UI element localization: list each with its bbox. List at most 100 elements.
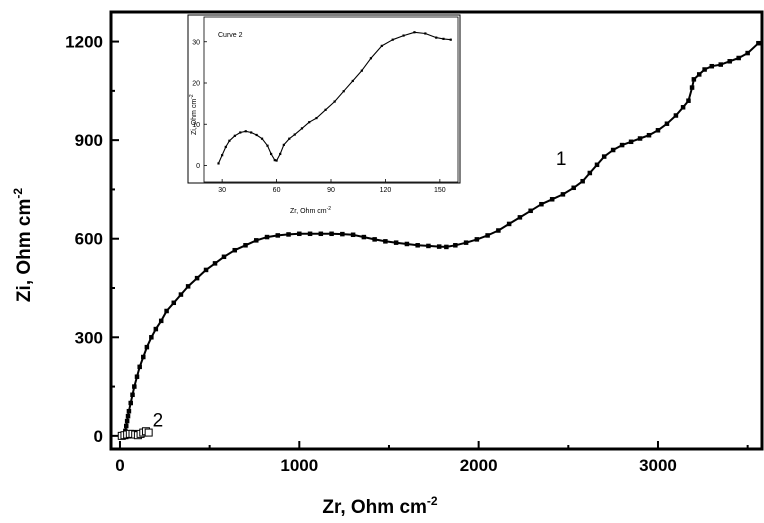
data-point (426, 243, 431, 249)
data-point (517, 215, 523, 220)
data-point (361, 234, 367, 240)
data-point (243, 243, 248, 248)
data-point (686, 98, 691, 103)
data-point (424, 32, 427, 35)
data-point (539, 201, 544, 207)
data-point (128, 400, 133, 406)
data-point (673, 113, 679, 118)
data-point (436, 244, 442, 249)
data-point (628, 139, 634, 145)
data-point (282, 143, 285, 146)
series-line (122, 42, 760, 437)
y-tick-label: 900 (75, 131, 103, 150)
y-tick-label: 300 (75, 328, 103, 347)
data-point (333, 100, 336, 103)
data-point (141, 354, 146, 360)
data-point (203, 267, 209, 273)
data-point (655, 128, 661, 133)
data-point (324, 108, 327, 111)
data-point (383, 239, 388, 244)
data-point (528, 208, 533, 214)
data-point (130, 392, 135, 398)
data-point (380, 44, 383, 47)
x-tick-label: 90 (327, 187, 335, 194)
data-point (144, 344, 150, 350)
y-tick-label: 10 (192, 122, 200, 129)
data-point (664, 121, 670, 126)
data-point (444, 244, 449, 250)
curve-1-label: 1 (556, 149, 567, 170)
x-tick-label: 60 (273, 187, 281, 194)
y-tick-label: 20 (192, 81, 200, 88)
data-point (718, 62, 724, 67)
x-tick-label: 150 (434, 187, 446, 194)
data-point (571, 185, 576, 191)
data-point (587, 170, 593, 176)
y-tick-label: 0 (196, 163, 200, 170)
data-point (619, 142, 625, 148)
data-point (137, 364, 142, 370)
y-tick-label: 600 (75, 230, 103, 249)
data-point (318, 231, 324, 237)
data-point (610, 147, 616, 153)
data-point (340, 231, 345, 237)
data-point (329, 231, 334, 237)
main-axis-ticks (111, 40, 749, 449)
data-point (702, 67, 707, 72)
data-point (435, 36, 438, 39)
data-point (126, 408, 132, 414)
data-point (307, 231, 313, 237)
data-point (275, 233, 281, 238)
data-point (308, 121, 311, 124)
data-point (442, 37, 445, 40)
data-point (560, 192, 566, 197)
data-point (255, 133, 258, 137)
data-point (124, 418, 130, 424)
data-point (391, 38, 394, 41)
data-point (273, 159, 276, 162)
data-point (288, 137, 291, 140)
data-point (449, 38, 452, 41)
data-point (351, 79, 354, 83)
data-point (221, 254, 227, 260)
inset-axis-ticks (204, 41, 441, 182)
data-point (689, 85, 695, 90)
inset-y-axis-title: Zi, Ohm cm-2 (189, 94, 198, 135)
data-point (224, 145, 227, 149)
data-point (300, 127, 304, 130)
x-tick-label: 0 (115, 456, 124, 475)
data-point (158, 318, 164, 324)
inset-tick-labels: 30 60 90 120 150 0 10 20 30 (192, 39, 446, 194)
data-point (691, 77, 697, 82)
data-point (153, 326, 159, 332)
data-point (125, 413, 131, 419)
curve-2-label: 2 (153, 411, 164, 432)
data-point (727, 59, 732, 64)
data-point (463, 240, 469, 245)
inset-background (187, 14, 461, 184)
data-point (404, 241, 410, 247)
data-point (369, 57, 373, 60)
y-tick-label: 30 (192, 39, 200, 46)
data-point (260, 137, 264, 140)
data-point (372, 237, 377, 242)
data-point (250, 131, 253, 134)
data-point (217, 162, 220, 165)
data-point (415, 243, 420, 248)
data-point (293, 133, 296, 136)
data-point (254, 238, 259, 243)
data-point (266, 144, 269, 147)
x-tick-label: 2000 (460, 456, 498, 475)
data-point (275, 159, 278, 162)
data-point (680, 105, 686, 110)
data-point (485, 233, 490, 238)
data-point (496, 228, 501, 233)
x-tick-label: 1000 (280, 456, 318, 475)
data-point (185, 284, 191, 289)
data-point (637, 136, 643, 141)
main-plot-frame (109, 10, 764, 451)
data-point (178, 292, 184, 297)
